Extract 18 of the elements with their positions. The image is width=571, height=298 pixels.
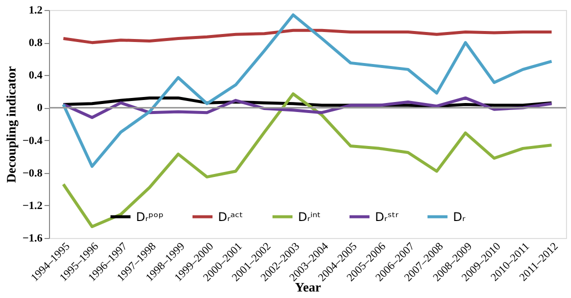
y-tick-label: 0	[37, 102, 43, 114]
y-tick-label: −1.6	[22, 232, 43, 244]
legend-label: Dᵣⁱⁿᵗ	[298, 210, 321, 224]
line-series	[62, 28, 554, 44]
y-tick-label: −0.8	[22, 167, 43, 180]
legend-label: Dᵣ	[453, 210, 466, 224]
legend-label: Dᵣᵃᶜᵗ	[218, 210, 244, 224]
line-series	[62, 13, 554, 168]
y-tick-label: 0.4	[28, 70, 43, 82]
legend-label: Dᵣˢᵗʳ	[375, 210, 400, 224]
legend-label: Dᵣᵖᵒᵖ	[136, 210, 164, 224]
y-tick-label: 1.2	[28, 4, 43, 16]
line-series	[62, 92, 554, 228]
y-tick-label: 0.8	[28, 37, 43, 50]
y-tick-label: −1.2	[22, 200, 43, 212]
x-axis-title: Year	[295, 279, 322, 294]
y-axis-title: Decoupling indicator	[3, 66, 18, 183]
y-tick-label: −0.4	[22, 134, 43, 147]
